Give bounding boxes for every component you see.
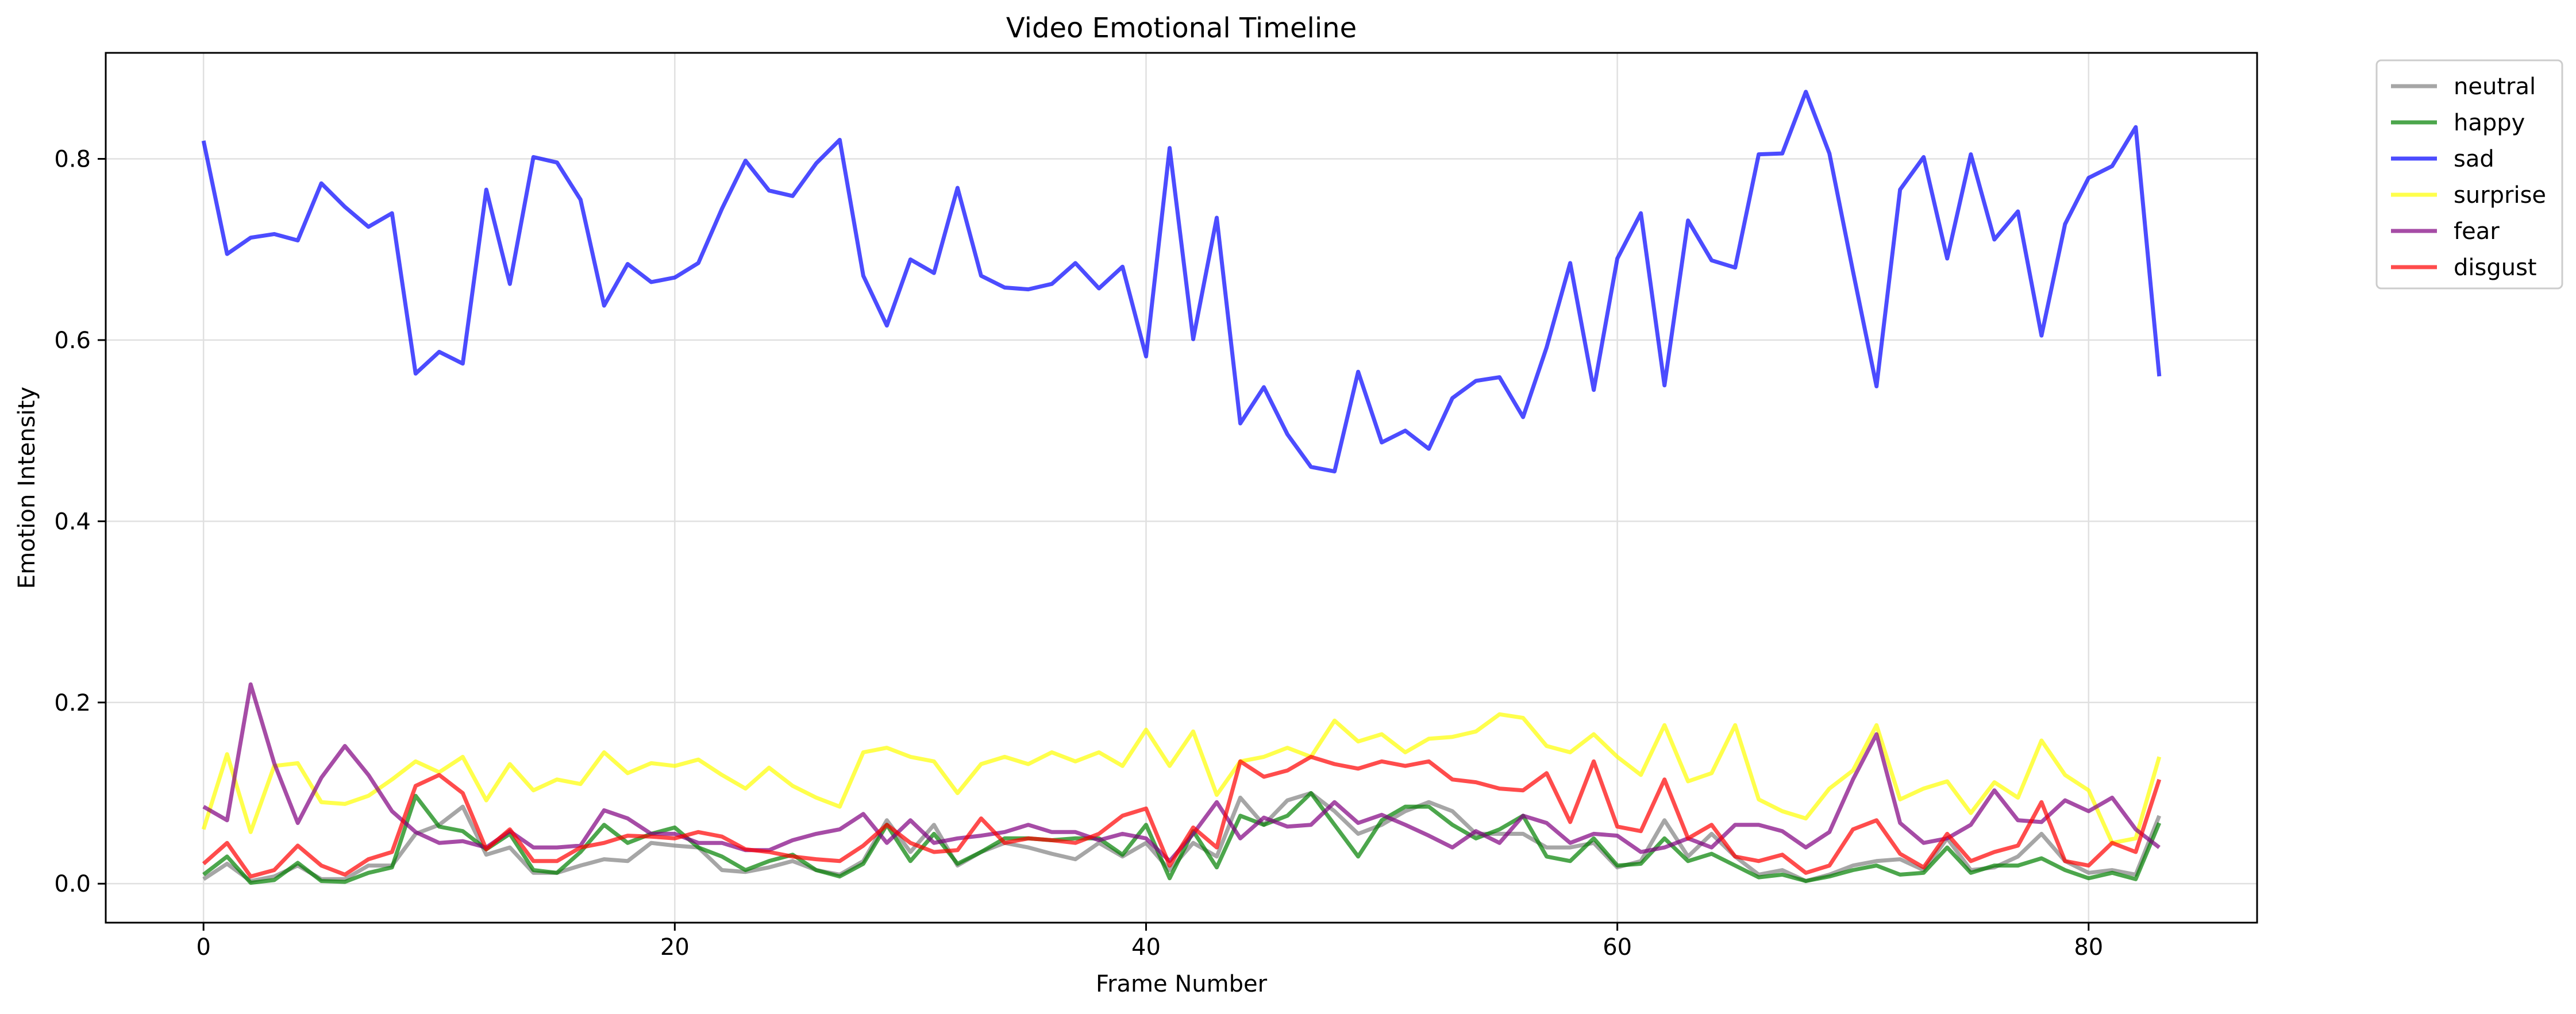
legend-label-neutral: neutral xyxy=(2454,74,2536,100)
y-tick-label: 0.2 xyxy=(54,690,91,716)
series-line-disgust xyxy=(202,754,2162,879)
y-tick-label: 0.4 xyxy=(54,508,91,535)
x-tick-label: 0 xyxy=(196,934,210,961)
chart-title: Video Emotional Timeline xyxy=(1006,12,1357,44)
series-line-sad xyxy=(201,90,2162,474)
x-tick-label: 40 xyxy=(1131,934,1161,961)
y-axis-title: Emotion Intensity xyxy=(14,387,40,589)
y-tick-label: 0.8 xyxy=(54,146,91,173)
legend-label-surprise: surprise xyxy=(2454,182,2546,209)
plot-area-frame xyxy=(105,52,2258,924)
grid-lines xyxy=(106,53,2257,923)
x-axis-title: Frame Number xyxy=(1096,971,1268,997)
legend-label-sad: sad xyxy=(2454,146,2494,172)
legend-label-fear: fear xyxy=(2454,218,2500,245)
legend-label-disgust: disgust xyxy=(2454,255,2537,281)
series-line-happy xyxy=(202,791,2162,885)
series-lines xyxy=(201,90,2162,885)
x-tick-label: 60 xyxy=(1603,934,1632,961)
axis-ticks: 0 20 40 60 80 0.0 0.2 0.4 0.6 0.8 xyxy=(54,146,2103,961)
x-tick-label: 20 xyxy=(660,934,690,961)
x-tick-label: 80 xyxy=(2074,934,2103,961)
y-tick-label: 0.6 xyxy=(54,327,91,354)
legend: neutral happy sad surprise fear disgust xyxy=(2375,59,2563,290)
y-tick-label: 0.0 xyxy=(54,871,91,897)
legend-label-happy: happy xyxy=(2454,110,2525,136)
series-line-surprise xyxy=(201,712,2162,845)
